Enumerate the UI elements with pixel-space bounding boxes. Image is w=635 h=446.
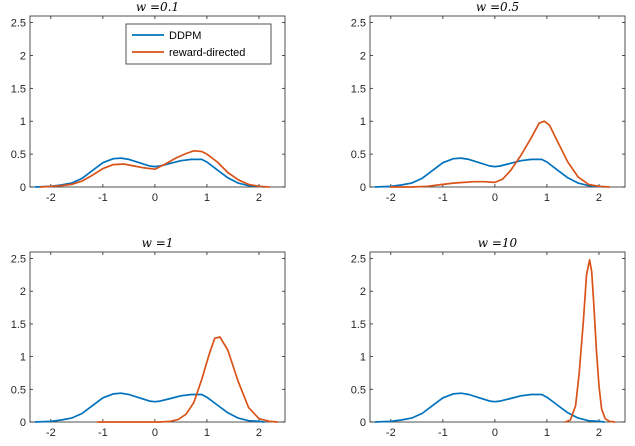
y-tick-label: 1.5 (351, 83, 366, 95)
x-tick-label: 1 (204, 192, 210, 204)
chart-title: w =10 (478, 236, 518, 250)
series-line-ddpm (34, 392, 266, 423)
legend-label: reward-directed (169, 47, 245, 59)
y-tick-label: 1 (20, 352, 26, 364)
x-tick-label: 0 (492, 427, 498, 439)
x-tick-label: -2 (386, 427, 396, 439)
series-line-ddpm (34, 157, 266, 188)
x-tick-label: 1 (544, 192, 550, 204)
legend: DDPM reward-directed (125, 23, 272, 65)
axes-box (369, 15, 626, 188)
x-tick-label: -1 (98, 427, 108, 439)
y-tick-label: 2.5 (11, 254, 26, 266)
x-tick-label: -1 (98, 192, 108, 204)
chart-title: w =1 (142, 236, 174, 250)
y-tick-label: 1 (360, 116, 366, 128)
y-tick-label: 0.5 (11, 149, 26, 161)
chart-panel-2: w =0.5 -2 -1 0 1 2 0 0.5 1 1.5 2 2.5 (351, 0, 626, 204)
x-tick-label: 0 (152, 427, 158, 439)
y-tick-label: 0.5 (11, 384, 26, 396)
y-tick-label: 0 (360, 417, 366, 429)
y-tick-label: 0 (20, 417, 26, 429)
x-tick-label: 0 (492, 192, 498, 204)
axes-box (369, 251, 626, 423)
series-line-ddpm (374, 157, 606, 188)
chart-panel-3: w =1 -2 -1 0 1 2 0 0.5 1 1.5 2 2.5 (11, 236, 286, 439)
x-tick-label: 2 (256, 192, 262, 204)
x-tick-label: 1 (204, 427, 210, 439)
x-tick-label: 2 (596, 192, 602, 204)
series-line-reward-directed (389, 120, 611, 188)
y-tick-label: 0.5 (351, 384, 366, 396)
chart-panel-4: w =10 -2 -1 0 1 2 0 0.5 1 1.5 2 2.5 (351, 236, 626, 439)
series-line-ddpm (374, 392, 606, 423)
axes-box (29, 251, 286, 423)
x-tick-label: -2 (46, 192, 56, 204)
y-tick-label: 1.5 (11, 319, 26, 331)
legend-label: DDPM (169, 30, 201, 42)
legend-box (125, 23, 272, 65)
x-tick-label: -2 (386, 192, 396, 204)
x-tick-label: 1 (544, 427, 550, 439)
series-line-reward-directed (96, 336, 279, 423)
y-tick-label: 2 (360, 50, 366, 62)
y-tick-label: 0 (20, 182, 26, 194)
y-tick-label: 0.5 (351, 149, 366, 161)
y-tick-label: 2.5 (11, 18, 26, 30)
y-tick-label: 0 (360, 182, 366, 194)
series-line-reward-directed (39, 149, 271, 188)
y-tick-label: 2 (20, 50, 26, 62)
y-tick-label: 2.5 (351, 18, 366, 30)
y-tick-label: 1 (360, 352, 366, 364)
series-line-reward-directed (564, 258, 616, 423)
x-tick-label: -1 (438, 427, 448, 439)
chart-title: w =0.1 (136, 0, 179, 14)
chart-panel-1: w =0.1 -2 -1 0 1 2 0 0.5 1 1.5 2 2.5 DDPM reward-dire… (11, 0, 286, 204)
x-tick-label: 2 (256, 427, 262, 439)
y-tick-label: 1.5 (351, 319, 366, 331)
y-tick-label: 1 (20, 116, 26, 128)
chart-title: w =0.5 (476, 0, 519, 14)
y-tick-label: 2 (360, 286, 366, 298)
x-tick-label: -1 (438, 192, 448, 204)
y-tick-label: 2 (20, 286, 26, 298)
x-tick-label: 2 (596, 427, 602, 439)
x-tick-label: -2 (46, 427, 56, 439)
y-tick-label: 1.5 (11, 83, 26, 95)
y-tick-label: 2.5 (351, 254, 366, 266)
axes-box (29, 15, 286, 188)
x-tick-label: 0 (152, 192, 158, 204)
